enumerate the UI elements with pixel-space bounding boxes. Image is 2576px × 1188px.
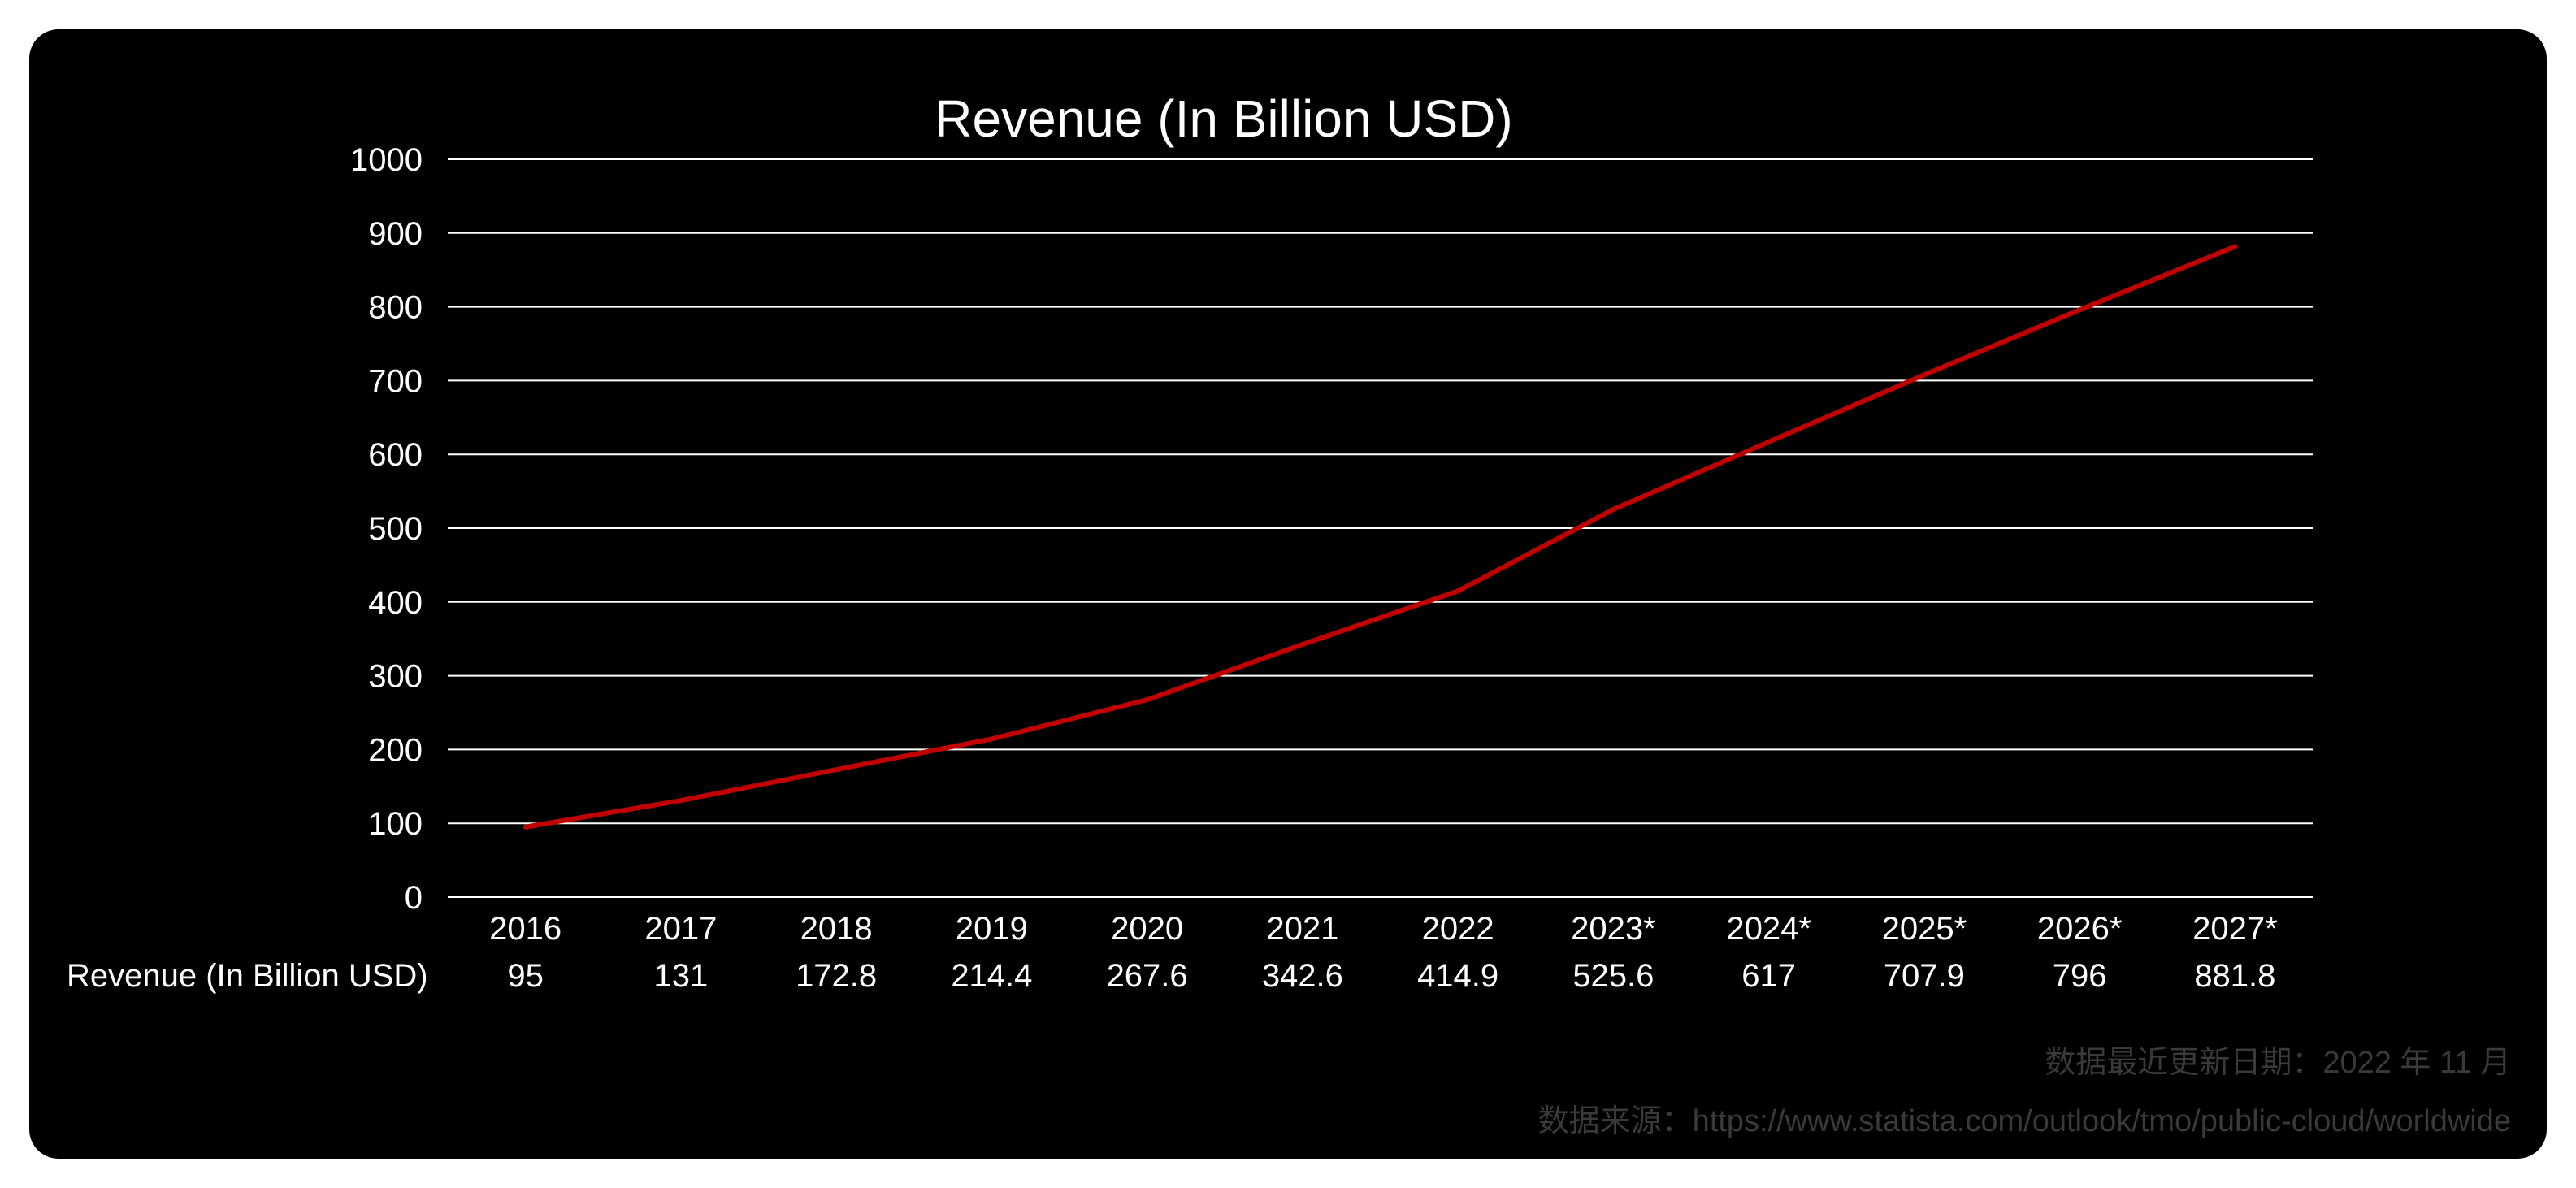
x-tick-label: 2016	[489, 911, 562, 947]
data-value-label: 707.9	[1884, 958, 1965, 994]
data-value-label: 342.6	[1262, 958, 1343, 994]
data-point	[523, 824, 528, 830]
data-point	[1299, 641, 1305, 647]
x-tick-label: 2026*	[2037, 911, 2123, 947]
x-tick-label: 2020	[1111, 911, 1183, 947]
y-tick-label: 300	[368, 659, 423, 695]
x-tick-label: 2025*	[1882, 911, 1967, 947]
update-date-note: 数据最近更新日期：2022 年 11 月	[2045, 1046, 2511, 1080]
x-tick-label: 2024*	[1726, 911, 1811, 947]
x-tick-label: 2021	[1266, 911, 1338, 947]
y-tick-label: 600	[368, 437, 423, 473]
y-tick-label: 100	[368, 806, 423, 842]
chart-title: Revenue (In Billion USD)	[935, 89, 1513, 148]
x-tick-label: 2023*	[1571, 911, 1656, 947]
data-table-row-label: Revenue (In Billion USD)	[67, 958, 428, 994]
x-tick-label: 2017	[644, 911, 717, 947]
data-source-note: 数据来源：https://www.statista.com/outlook/tm…	[1537, 1104, 2511, 1138]
x-tick-label: 2022	[1422, 911, 1494, 947]
data-point	[1766, 439, 1772, 444]
data-value-label: 131	[654, 958, 709, 994]
y-tick-label: 900	[368, 216, 423, 252]
data-point	[678, 798, 683, 804]
line-chart: 0 100 200 300 400 500 600 700 800 900 1000 2016 2017…	[67, 142, 2313, 994]
y-tick-label: 800	[368, 290, 423, 326]
y-tick-label: 700	[368, 363, 423, 399]
data-point	[1455, 588, 1461, 594]
data-point	[1921, 372, 1927, 378]
chart-card: Revenue (In Billion USD) 0 100 200 300 400 50…	[29, 29, 2547, 1159]
data-point	[2077, 307, 2083, 313]
x-tick-label: 2019	[956, 911, 1028, 947]
data-point	[834, 767, 839, 773]
data-point	[1611, 506, 1616, 512]
y-tick-label: 200	[368, 732, 423, 768]
data-value-label: 172.8	[796, 958, 877, 994]
data-value-label: 617	[1741, 958, 1796, 994]
data-value-label: 214.4	[951, 958, 1032, 994]
data-value-label: 414.9	[1417, 958, 1498, 994]
data-value-label: 267.6	[1107, 958, 1188, 994]
y-tick-label: 400	[368, 585, 423, 621]
data-value-label: 881.8	[2194, 958, 2275, 994]
data-value-label: 95	[507, 958, 544, 994]
data-point	[989, 736, 995, 742]
data-value-label: 525.6	[1572, 958, 1654, 994]
y-tick-label: 500	[368, 511, 423, 547]
data-point	[2232, 244, 2238, 249]
revenue-series-line	[523, 244, 2238, 830]
data-value-label: 796	[2053, 958, 2107, 994]
x-tick-label: 2018	[800, 911, 873, 947]
x-tick-label: 2027*	[2192, 911, 2278, 947]
y-tick-label: 0	[405, 880, 423, 916]
y-tick-label: 1000	[350, 142, 423, 178]
data-point	[1144, 697, 1150, 703]
